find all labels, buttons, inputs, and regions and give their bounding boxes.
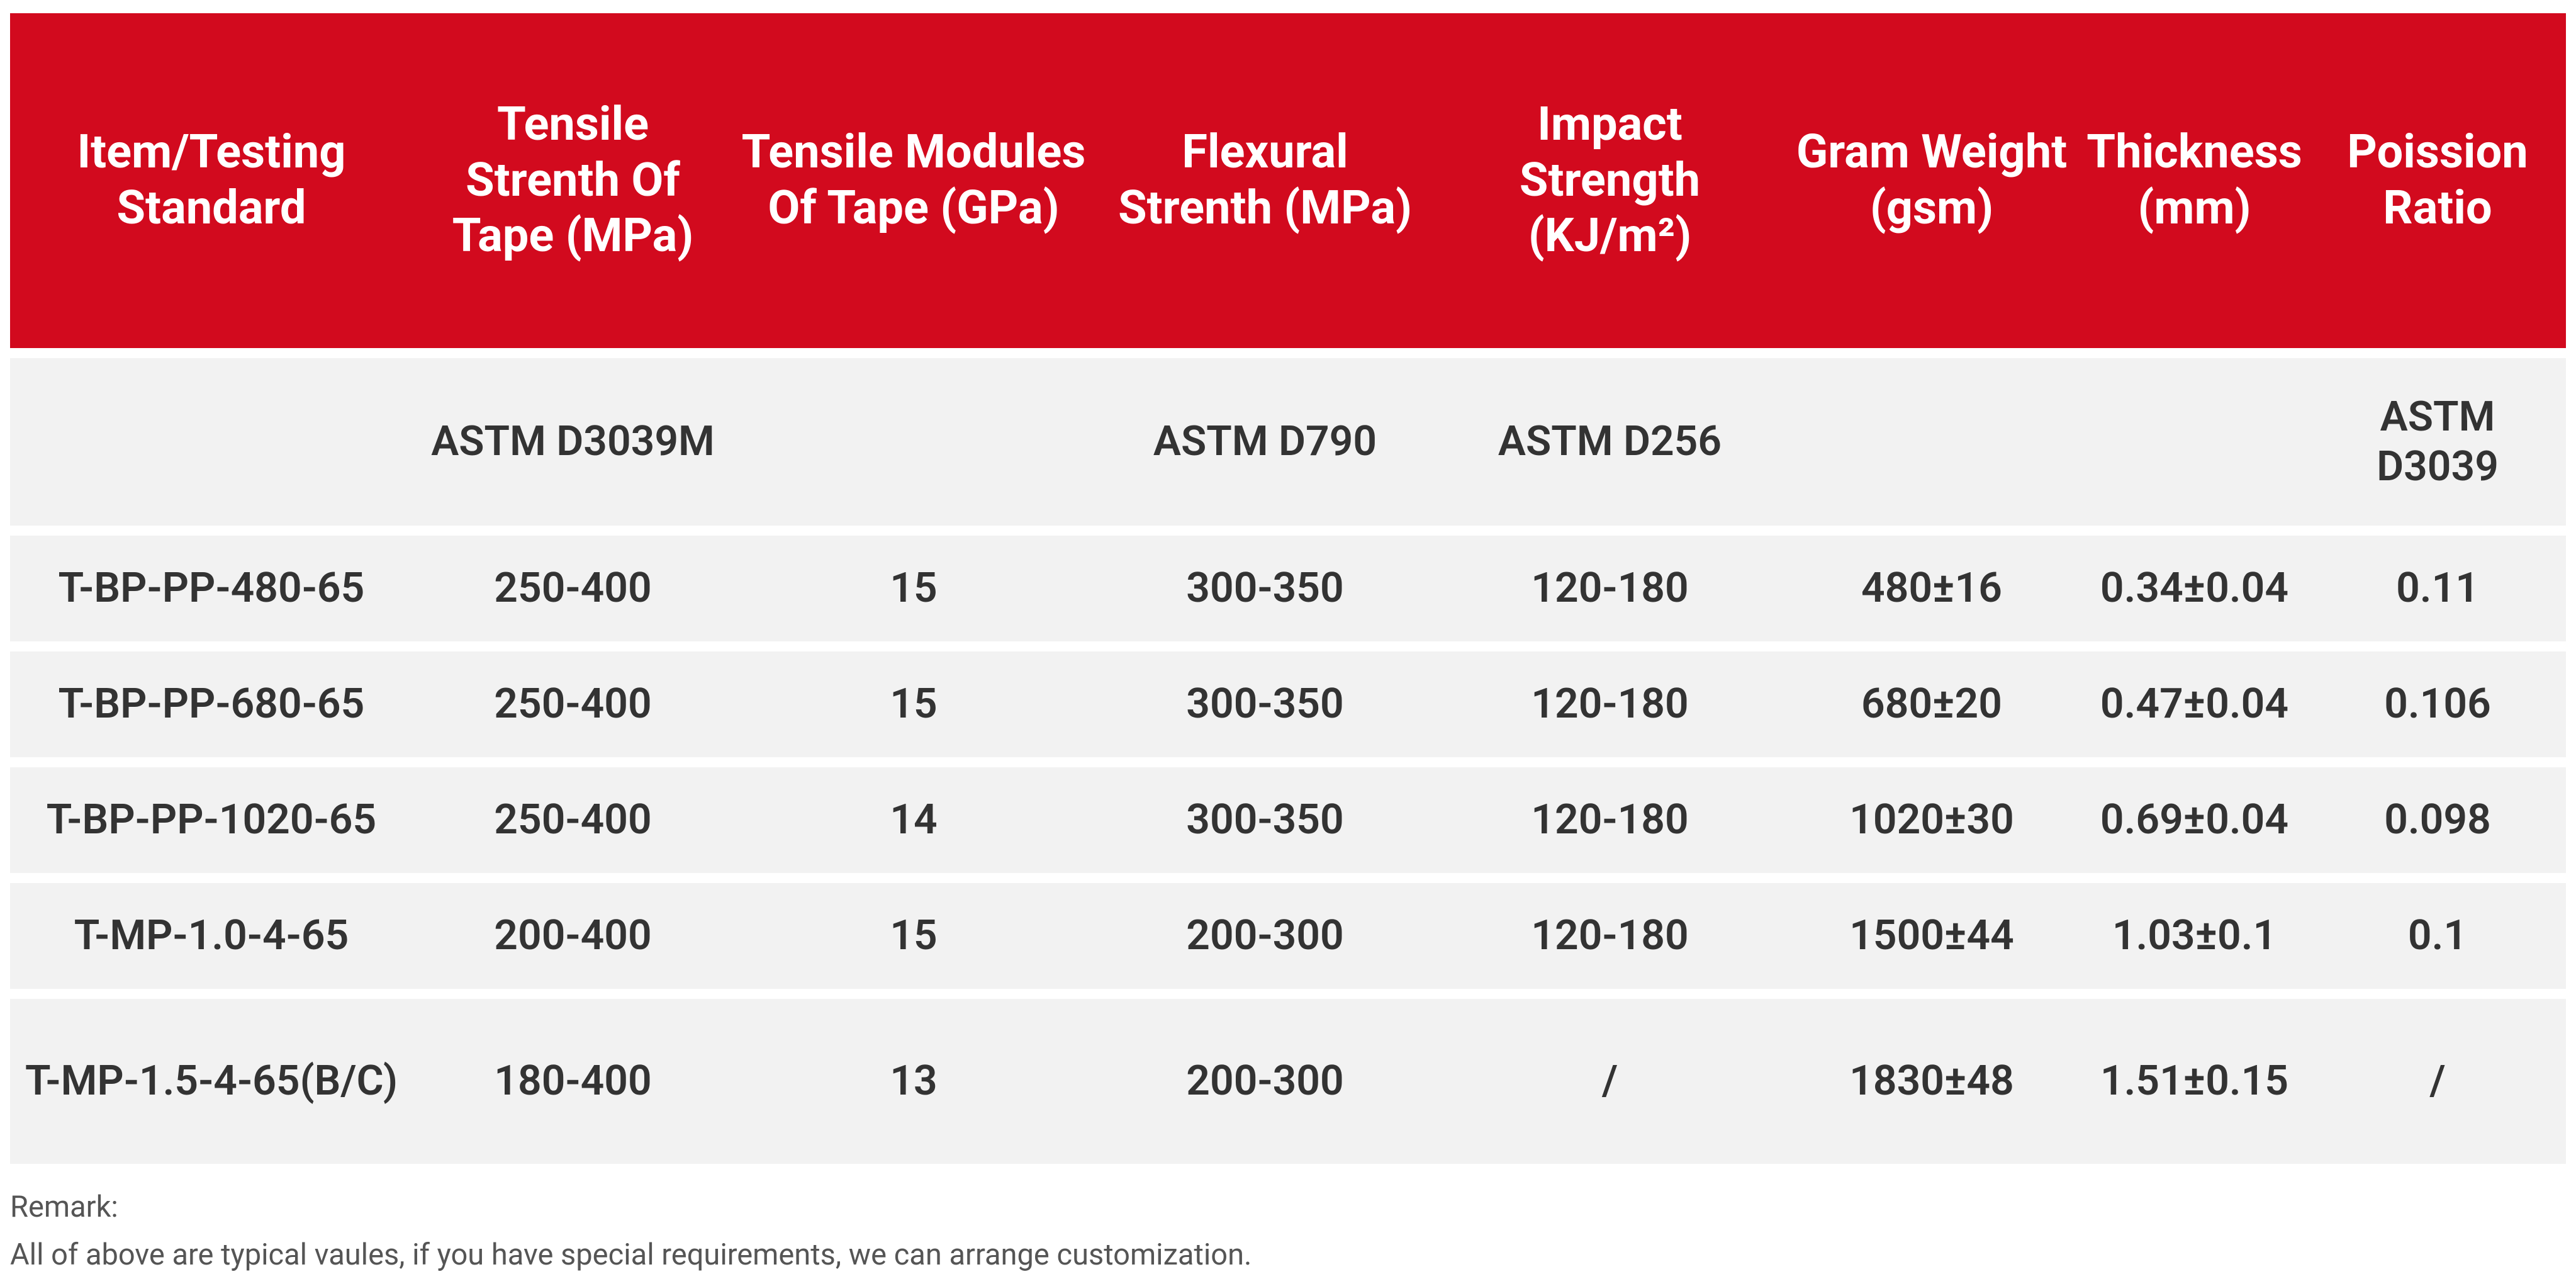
value-cell: 1830±48 — [1784, 994, 2080, 1174]
header-cell: Poission Ratio — [2309, 13, 2566, 358]
value-cell: 1.03±0.1 — [2080, 878, 2309, 999]
value-cell: / — [2309, 994, 2566, 1174]
header-cell: Thickness (mm) — [2080, 13, 2309, 358]
value-cell: 200-300 — [1094, 994, 1436, 1174]
header-cell: Gram Weight (gsm) — [1784, 13, 2080, 358]
value-cell: 200-300 — [1094, 878, 1436, 999]
value-cell: 0.69±0.04 — [2080, 762, 2309, 883]
value-cell: 0.11 — [2309, 531, 2566, 651]
value-cell: 300-350 — [1094, 646, 1436, 767]
value-cell: 180-400 — [413, 994, 733, 1174]
standard-cell: ASTM D790 — [1094, 353, 1436, 536]
item-cell: T-MP-1.5-4-65(B/C) — [10, 994, 413, 1174]
data-row: T-BP-PP-680-65 250-400 15 300-350 120-180 680… — [10, 646, 2566, 767]
value-cell: 300-350 — [1094, 762, 1436, 883]
data-row: T-BP-PP-1020-65 250-400 14 300-350 120-180 10… — [10, 762, 2566, 883]
value-cell: 1500±44 — [1784, 878, 2080, 999]
header-cell: Tensile Modules Of Tape (GPa) — [733, 13, 1094, 358]
value-cell: 13 — [733, 994, 1094, 1174]
standard-cell: ASTM D3039M — [413, 353, 733, 536]
item-cell: T-BP-PP-1020-65 — [10, 762, 413, 883]
header-cell: Tensile Strenth Of Tape (MPa) — [413, 13, 733, 358]
value-cell: 0.47±0.04 — [2080, 646, 2309, 767]
table-body: ASTM D3039M ASTM D790 ASTM D256 ASTM D3039 T… — [10, 353, 2566, 1174]
standard-cell — [2080, 353, 2309, 536]
value-cell: 120-180 — [1436, 646, 1784, 767]
value-cell: 15 — [733, 646, 1094, 767]
header-cell: Flexural Strenth (MPa) — [1094, 13, 1436, 358]
spec-table-wrap: Item/Testing Standard Tensile Strenth Of … — [10, 13, 2566, 1174]
spec-table: Item/Testing Standard Tensile Strenth Of … — [10, 13, 2566, 1174]
value-cell: 120-180 — [1436, 878, 1784, 999]
value-cell: 250-400 — [413, 646, 733, 767]
standard-cell — [1784, 353, 2080, 536]
value-cell: 250-400 — [413, 762, 733, 883]
standard-cell — [733, 353, 1094, 536]
value-cell: 15 — [733, 878, 1094, 999]
value-cell: / — [1436, 994, 1784, 1174]
value-cell: 480±16 — [1784, 531, 2080, 651]
remark-text: All of above are typical vaules, if you … — [10, 1237, 1252, 1272]
value-cell: 120-180 — [1436, 762, 1784, 883]
remark-title: Remark: — [10, 1190, 118, 1224]
value-cell: 200-400 — [413, 878, 733, 999]
standard-cell: ASTM D3039 — [2309, 353, 2566, 536]
value-cell: 0.34±0.04 — [2080, 531, 2309, 651]
value-cell: 120-180 — [1436, 531, 1784, 651]
value-cell: 250-400 — [413, 531, 733, 651]
header-cell: Impact Strength (KJ/m²) — [1436, 13, 1784, 358]
data-row: T-BP-PP-480-65 250-400 15 300-350 120-180 480… — [10, 531, 2566, 651]
value-cell: 680±20 — [1784, 646, 2080, 767]
standard-cell: ASTM D256 — [1436, 353, 1784, 536]
value-cell: 1.51±0.15 — [2080, 994, 2309, 1174]
header-cell: Item/Testing Standard — [10, 13, 413, 358]
value-cell: 14 — [733, 762, 1094, 883]
value-cell: 0.1 — [2309, 878, 2566, 999]
header-row: Item/Testing Standard Tensile Strenth Of … — [10, 13, 2566, 358]
item-cell: T-BP-PP-480-65 — [10, 531, 413, 651]
remark: Remark: All of above are typical vaules,… — [10, 1183, 1252, 1279]
data-row: T-MP-1.5-4-65(B/C) 180-400 13 200-300/1830±… — [10, 994, 2566, 1174]
item-cell: T-MP-1.0-4-65 — [10, 878, 413, 999]
standard-cell — [10, 353, 413, 536]
value-cell: 15 — [733, 531, 1094, 651]
value-cell: 0.098 — [2309, 762, 2566, 883]
value-cell: 1020±30 — [1784, 762, 2080, 883]
item-cell: T-BP-PP-680-65 — [10, 646, 413, 767]
data-row: T-MP-1.0-4-65 200-400 15 200-300 120-180 1500… — [10, 878, 2566, 999]
value-cell: 0.106 — [2309, 646, 2566, 767]
standards-row: ASTM D3039M ASTM D790 ASTM D256 ASTM D3039 — [10, 353, 2566, 536]
value-cell: 300-350 — [1094, 531, 1436, 651]
